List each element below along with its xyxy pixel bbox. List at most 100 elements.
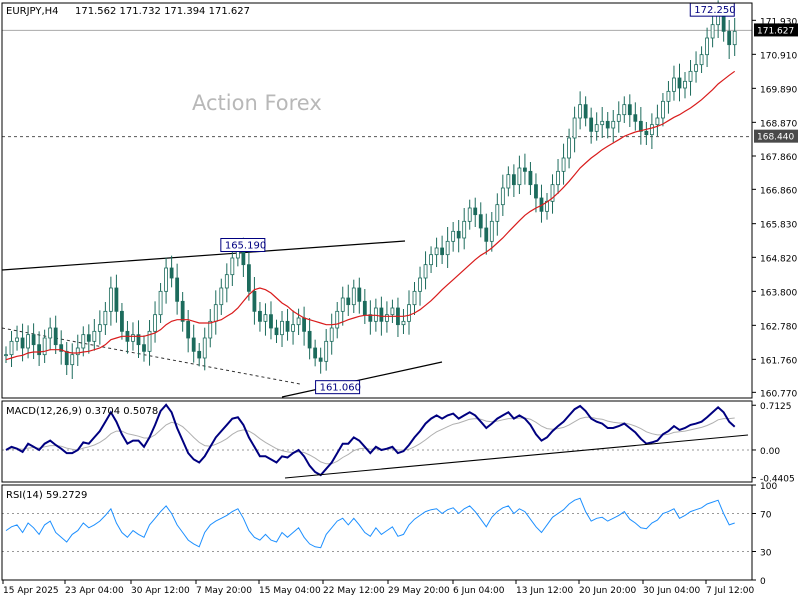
price-candle-body (373, 307, 378, 322)
price-candle-body (302, 317, 307, 332)
macd-title: MACD(12,26,9) 0.3704 0.5078 (6, 406, 158, 417)
price-annotation-label: 165.190 (225, 241, 266, 252)
price-candle-body (4, 354, 8, 357)
price-candle-body (246, 264, 251, 292)
macd-pane[interactable] (5, 403, 749, 479)
price-candle-body (710, 24, 715, 39)
watermark: Action Forex (192, 91, 322, 115)
price-candle-body (346, 297, 351, 306)
price-tick-label: 170.910 (760, 51, 797, 61)
rsi-tick-label: 0 (760, 577, 766, 587)
price-candle-body (666, 90, 671, 102)
pane-frames (1, 2, 753, 581)
ohlc-label: 171.562 171.732 171.394 171.627 (75, 6, 250, 17)
price-candle-body (26, 334, 30, 349)
price-candle-body (351, 287, 356, 306)
price-candle-body (550, 184, 555, 202)
x-tick-label: 30 Apr 12:00 (131, 586, 190, 596)
price-candle-body (202, 337, 207, 359)
rsi-pane[interactable] (5, 497, 735, 549)
price-candle-body (86, 334, 91, 342)
price-candle-body (340, 297, 345, 312)
macd-main-line (5, 403, 736, 477)
price-candle-body (445, 240, 450, 256)
price-candle-body (15, 337, 19, 342)
x-tick-label: 6 Jun 04:00 (453, 586, 505, 596)
price-candle-body (440, 247, 445, 256)
price-candle-body (48, 327, 53, 339)
axis-layer: 171.930 170.910 169.890 168.870 167.860 166.8… (2, 17, 798, 596)
x-tick-label: 15 May 04:00 (259, 586, 321, 596)
lower-trendline (281, 361, 443, 398)
price-candle-body (158, 290, 163, 316)
price-candle-body (280, 320, 284, 336)
price-candle-body (362, 300, 367, 316)
price-tick-label: 165.830 (760, 221, 797, 231)
price-candle-body (169, 267, 174, 279)
price-candle-body (644, 130, 649, 136)
price-candle-body (434, 247, 439, 256)
price-candle-body (633, 114, 638, 122)
price-candle-body (401, 320, 406, 326)
price-candle-body (385, 314, 389, 322)
price-candle-body (269, 314, 273, 329)
price-candle-body (732, 30, 737, 46)
price-candle-body (53, 327, 58, 346)
price-candle-body (131, 334, 135, 342)
price-pane[interactable]: 172.250 165.190 161.060 (4, 0, 737, 395)
price-candle-body (412, 290, 417, 306)
price-candle-body (727, 30, 732, 46)
price-candle-body (622, 104, 627, 116)
price-candle-body (478, 214, 483, 229)
price-candle-body (120, 310, 124, 332)
price-candle-body (528, 170, 533, 186)
price-candle-body (180, 300, 185, 322)
price-candle-body (456, 230, 461, 239)
price-annotation-box (220, 238, 266, 252)
price-candle-body (556, 170, 560, 186)
price-candle-body (224, 274, 229, 289)
macd-tick-label: 0.00 (760, 447, 780, 457)
price-candle-body (694, 64, 698, 72)
x-tick-label: 23 Apr 04:00 (65, 586, 124, 596)
support-level-box (754, 129, 798, 143)
price-candle-body (329, 327, 334, 342)
x-tick-label: 7 May 20:00 (196, 586, 252, 596)
price-candle-body (20, 337, 25, 349)
price-candle-body (616, 114, 621, 122)
price-candle-body (649, 124, 654, 136)
price-candle-body (467, 207, 472, 222)
rsi-tick-label: 30 (760, 549, 772, 559)
x-tick-label: 22 May 12:00 (323, 586, 385, 596)
price-candle-body (661, 100, 665, 119)
x-tick-label: 15 Apr 2025 (3, 586, 59, 596)
price-candle-body (407, 304, 411, 322)
price-candle-body (191, 337, 196, 352)
price-candle-body (59, 344, 64, 352)
price-tick-label: 161.760 (760, 356, 797, 366)
price-candle-body (572, 117, 577, 139)
price-candle-body (258, 310, 262, 322)
price-candle-body (506, 174, 511, 189)
price-candle-body (423, 264, 428, 279)
price-candle-body (699, 54, 704, 66)
price-tick-label: 163.800 (760, 288, 797, 298)
price-tick-label: 171.930 (760, 17, 797, 27)
rsi-tick-label: 100 (760, 482, 777, 492)
price-candle-body (9, 340, 14, 356)
price-candle-body (136, 334, 141, 346)
price-candle-body (296, 317, 301, 326)
price-candle-body (583, 104, 588, 119)
price-candle-body (368, 314, 373, 322)
price-candle-body (655, 117, 660, 126)
rsi-tick-label: 70 (760, 511, 772, 521)
macd-tick-label: -0.4405 (760, 475, 795, 485)
moving-average-line (5, 70, 736, 361)
label-layer: EURJPY,H4 171.562 171.732 171.394 171.62… (6, 6, 322, 501)
price-candle-body (81, 334, 86, 349)
price-tick-label: 167.860 (760, 153, 797, 163)
price-candle-body (605, 120, 610, 129)
price-candle-body (534, 184, 538, 199)
